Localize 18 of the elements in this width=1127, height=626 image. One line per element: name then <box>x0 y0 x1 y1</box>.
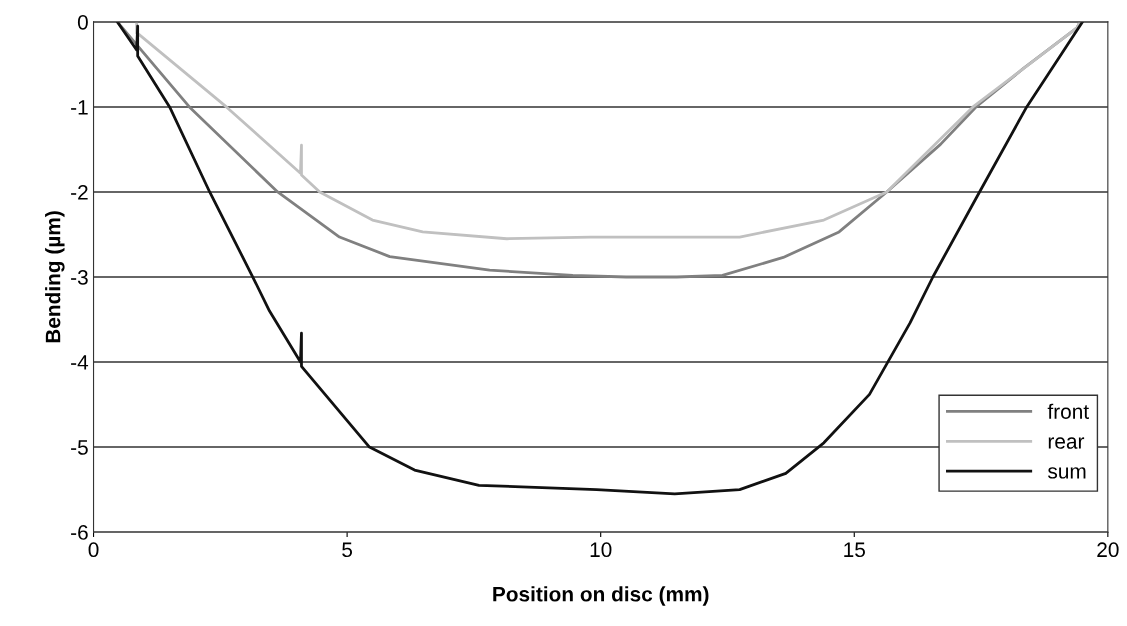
y-tick-label: 0 <box>77 14 88 30</box>
line-series <box>135 21 1082 241</box>
y-tick-label: -3 <box>71 270 88 285</box>
y-tick-label: -2 <box>71 184 88 200</box>
x-tick-label: 10 <box>590 542 612 558</box>
x-tick-label: 0 <box>88 542 99 558</box>
y-axis-title: Bending (µm) <box>45 211 65 343</box>
legend-label: front <box>1047 403 1089 419</box>
legend-label: sum <box>1047 467 1086 479</box>
x-tick-label: 15 <box>844 542 865 558</box>
y-tick-label: -4 <box>71 355 89 370</box>
x-axis-title: Position on disc (mm) <box>493 586 709 606</box>
y-tick-label: -5 <box>71 440 88 455</box>
legend-label: rear <box>1048 437 1085 449</box>
x-tick-label: 5 <box>342 542 353 558</box>
x-tick-label: 20 <box>1097 542 1119 558</box>
y-tick-label: -6 <box>71 525 88 540</box>
y-tick-label: -1 <box>71 100 88 115</box>
